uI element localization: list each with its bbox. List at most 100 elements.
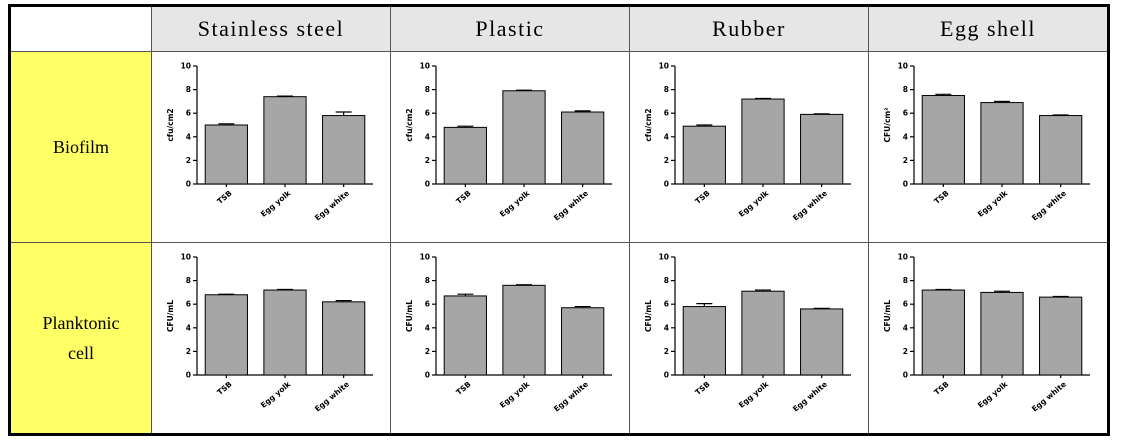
chart-cell: CFU/mL 0 2 4 6 8 10 TSB Egg yolk Egg white bbox=[151, 242, 391, 435]
bar bbox=[741, 98, 785, 185]
bar bbox=[980, 102, 1024, 185]
y-tick-label: 10 bbox=[898, 62, 908, 71]
data-row: Planktonic cell CFU/mL 0 2 4 6 8 10 TSB Egg yolk… bbox=[9, 242, 1109, 435]
y-tick-label: 10 bbox=[659, 62, 669, 71]
bar bbox=[800, 113, 844, 185]
y-tick-label: 8 bbox=[425, 276, 430, 285]
bar bbox=[682, 125, 726, 185]
y-tick-label: 10 bbox=[181, 253, 191, 262]
y-tick-label: 8 bbox=[425, 85, 430, 94]
y-tick-label: 2 bbox=[664, 156, 669, 165]
x-tick-label: TSB bbox=[932, 188, 950, 206]
bar bbox=[443, 295, 487, 376]
y-axis-label: cfu/cm2 bbox=[644, 108, 653, 141]
y-tick-label: 10 bbox=[420, 62, 430, 71]
x-tick-label: Egg yolk bbox=[737, 188, 771, 219]
y-tick-label: 4 bbox=[186, 323, 191, 332]
x-tick-label: Egg yolk bbox=[737, 379, 771, 410]
y-tick-label: 4 bbox=[903, 132, 908, 141]
y-tick-label: 0 bbox=[664, 371, 669, 380]
x-tick-label: Egg yolk bbox=[976, 188, 1010, 219]
bar bbox=[204, 294, 248, 376]
bar bbox=[561, 307, 605, 376]
x-tick-label: Egg white bbox=[1030, 380, 1068, 414]
y-tick-label: 0 bbox=[903, 180, 908, 189]
y-axis-label: cfu/cm2 bbox=[166, 108, 175, 141]
y-tick-label: 0 bbox=[903, 371, 908, 380]
y-tick-label: 4 bbox=[664, 323, 669, 332]
y-axis-label: CFU/mL bbox=[883, 300, 892, 332]
y-tick-label: 10 bbox=[659, 253, 669, 262]
bar bbox=[561, 111, 605, 185]
y-axis-label: CFU/mL bbox=[405, 300, 414, 332]
row-header-text: Biofilm bbox=[52, 137, 109, 157]
x-tick-label: TSB bbox=[454, 188, 472, 206]
x-tick-label: Egg yolk bbox=[976, 379, 1010, 410]
y-tick-label: 4 bbox=[903, 323, 908, 332]
y-tick-label: 8 bbox=[664, 85, 669, 94]
y-tick-label: 10 bbox=[181, 62, 191, 71]
y-tick-label: 8 bbox=[186, 276, 191, 285]
bar bbox=[263, 96, 307, 185]
y-tick-label: 10 bbox=[420, 253, 430, 262]
x-tick-label: Egg white bbox=[313, 189, 351, 223]
y-tick-label: 0 bbox=[425, 371, 430, 380]
y-tick-label: 2 bbox=[186, 156, 191, 165]
bar bbox=[682, 306, 726, 376]
chart: CFU/cm² 0 2 4 6 8 10 TSB Egg yolk Egg white bbox=[883, 62, 1090, 223]
chart: cfu/cm2 0 2 4 6 8 10 TSB Egg yolk Egg white bbox=[166, 62, 373, 223]
row-header: Planktonic cell bbox=[9, 242, 152, 435]
chart-cell: cfu/cm2 0 2 4 6 8 10 TSB Egg yolk Egg white bbox=[390, 51, 630, 243]
y-tick-label: 6 bbox=[664, 300, 669, 309]
y-tick-label: 2 bbox=[903, 347, 908, 356]
bar bbox=[921, 95, 965, 185]
column-header: Plastic bbox=[390, 5, 630, 52]
bar bbox=[741, 290, 785, 376]
column-header: Rubber bbox=[629, 5, 869, 52]
y-tick-label: 0 bbox=[664, 180, 669, 189]
x-tick-label: Egg yolk bbox=[259, 188, 293, 219]
y-tick-label: 6 bbox=[903, 109, 908, 118]
y-tick-label: 0 bbox=[425, 180, 430, 189]
y-tick-label: 6 bbox=[186, 300, 191, 309]
header-row: Stainless steel Plastic Rubber Egg shell bbox=[9, 5, 1109, 52]
x-tick-label: TSB bbox=[454, 379, 472, 397]
chart-cell: cfu/cm2 0 2 4 6 8 10 TSB Egg yolk Egg white bbox=[629, 51, 869, 243]
bar bbox=[322, 301, 366, 376]
bar bbox=[443, 126, 487, 185]
row-header: Biofilm bbox=[9, 51, 152, 243]
chart-cell: CFU/cm² 0 2 4 6 8 10 TSB Egg yolk Egg white bbox=[868, 51, 1109, 243]
chart-cell: CFU/mL 0 2 4 6 8 10 TSB Egg yolk Egg white bbox=[868, 242, 1109, 435]
x-tick-label: Egg yolk bbox=[498, 188, 532, 219]
y-axis-label: CFU/cm² bbox=[883, 107, 892, 142]
y-tick-label: 8 bbox=[186, 85, 191, 94]
bar bbox=[204, 124, 248, 185]
bar bbox=[921, 289, 965, 376]
bar bbox=[800, 308, 844, 376]
y-tick-label: 6 bbox=[186, 109, 191, 118]
y-tick-label: 2 bbox=[186, 347, 191, 356]
bar bbox=[502, 284, 546, 376]
bar bbox=[1039, 296, 1083, 376]
y-tick-label: 0 bbox=[186, 371, 191, 380]
x-tick-label: Egg white bbox=[791, 380, 829, 414]
corner-cell bbox=[9, 5, 152, 52]
y-tick-label: 2 bbox=[425, 156, 430, 165]
column-header: Egg shell bbox=[868, 5, 1109, 52]
y-tick-label: 8 bbox=[664, 276, 669, 285]
x-tick-label: Egg white bbox=[791, 189, 829, 223]
bar bbox=[263, 289, 307, 376]
x-tick-label: TSB bbox=[693, 379, 711, 397]
y-tick-label: 2 bbox=[664, 347, 669, 356]
chart: CFU/mL 0 2 4 6 8 10 TSB Egg yolk Egg white bbox=[405, 253, 612, 414]
bar bbox=[980, 291, 1024, 376]
y-tick-label: 2 bbox=[903, 156, 908, 165]
chart-cell: CFU/mL 0 2 4 6 8 10 TSB Egg yolk Egg white bbox=[629, 242, 869, 435]
x-tick-label: TSB bbox=[215, 379, 233, 397]
x-tick-label: Egg yolk bbox=[498, 379, 532, 410]
chart: cfu/cm2 0 2 4 6 8 10 TSB Egg yolk Egg white bbox=[644, 62, 851, 223]
x-tick-label: TSB bbox=[215, 188, 233, 206]
y-axis-label: cfu/cm2 bbox=[405, 108, 414, 141]
bar bbox=[322, 115, 366, 185]
bar bbox=[502, 90, 546, 185]
